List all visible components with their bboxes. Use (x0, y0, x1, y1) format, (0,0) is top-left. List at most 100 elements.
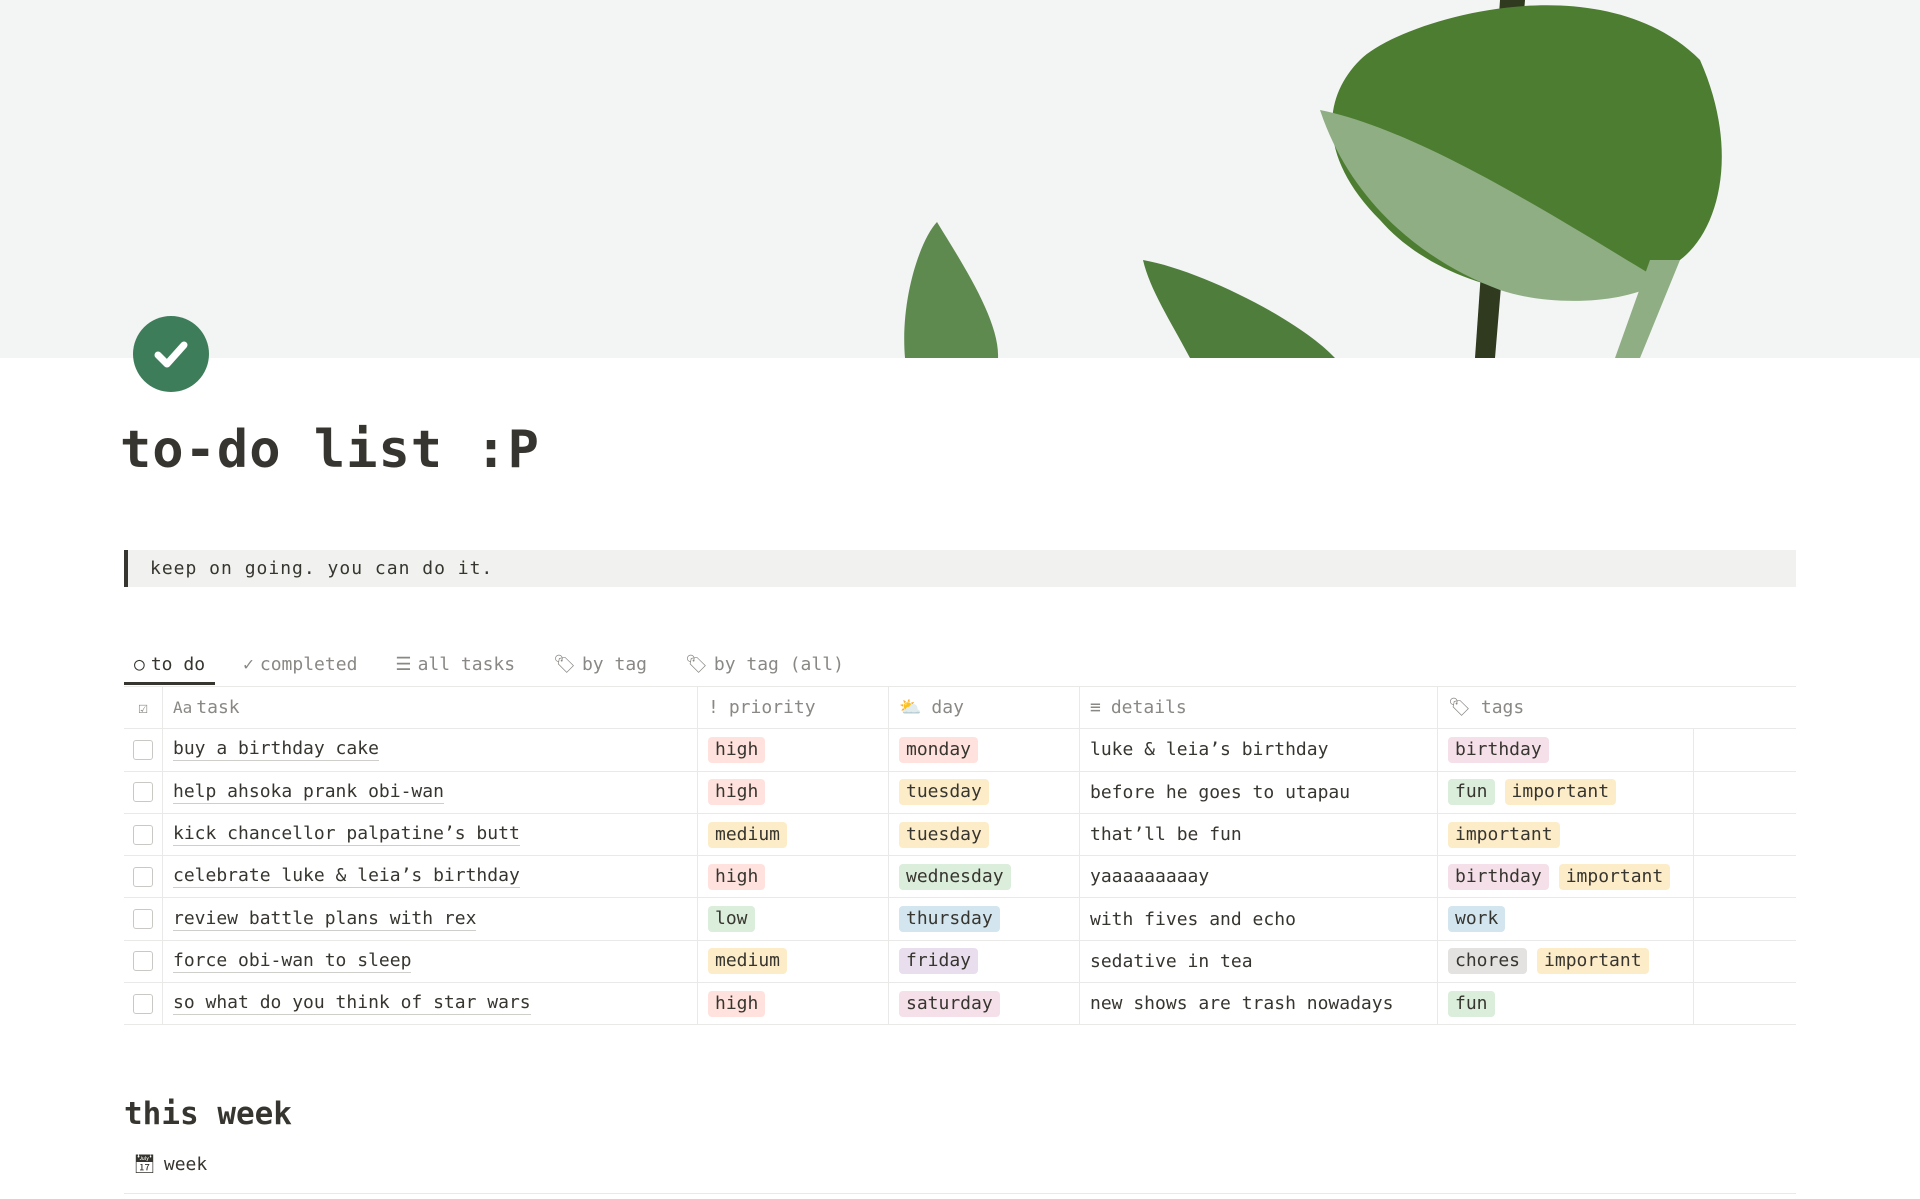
column-label: details (1110, 697, 1187, 719)
tags-cell[interactable]: birthday (1438, 729, 1694, 771)
task-cell[interactable]: kick chancellor palpatine’s butt (163, 813, 698, 856)
page-title[interactable]: to-do list :P (120, 420, 540, 480)
priority-cell[interactable]: medium (698, 940, 889, 983)
priority-cell[interactable]: high (698, 856, 889, 898)
priority-cell[interactable]: medium (698, 813, 889, 856)
empty-cell[interactable] (1694, 772, 1796, 813)
day-cell[interactable]: monday (889, 729, 1080, 771)
tab-completed[interactable]: ✓ completed (233, 645, 367, 683)
table-row[interactable]: celebrate luke & leia’s birthday high we… (124, 856, 1796, 899)
column-header-priority[interactable]: ! priority (698, 687, 889, 729)
column-label: priority (728, 697, 816, 719)
task-checkbox[interactable] (133, 993, 153, 1014)
table-row[interactable]: kick chancellor palpatine’s butt medium … (124, 813, 1796, 857)
priority-cell[interactable]: low (698, 898, 889, 940)
tags-cell[interactable]: fun (1438, 983, 1694, 1025)
check-circle-icon[interactable] (133, 316, 209, 392)
tag-pill[interactable]: chores (1448, 948, 1528, 975)
tag-pill[interactable]: fun (1448, 990, 1495, 1017)
leaf-illustration (904, 0, 1722, 358)
tab-by-tag-all[interactable]: 🏷︎ by tag (all) (675, 645, 854, 683)
day-cell[interactable]: wednesday (889, 856, 1080, 898)
table-row[interactable]: force obi-wan to sleep medium friday sed… (124, 940, 1796, 984)
task-title[interactable]: force obi-wan to sleep (173, 949, 412, 973)
row-checkbox-cell (124, 771, 163, 813)
day-pill: friday (899, 948, 979, 975)
task-title[interactable]: kick chancellor palpatine’s butt (173, 823, 520, 847)
checkbox-column-header[interactable]: ☑ (124, 687, 163, 729)
task-cell[interactable]: help ahsoka prank obi-wan (163, 771, 698, 813)
details-cell[interactable]: before he goes to utapau (1080, 771, 1438, 813)
view-tab-week[interactable]: 📅︎ week (133, 1154, 207, 1175)
tags-cell[interactable]: birthday important (1438, 856, 1694, 898)
empty-cell[interactable] (1694, 814, 1796, 855)
column-header-details[interactable]: ≡ details (1080, 687, 1438, 729)
task-checkbox[interactable] (133, 909, 153, 930)
quote-block[interactable]: keep on going. you can do it. (124, 550, 1796, 587)
tag-pill[interactable]: important (1537, 948, 1649, 975)
table-row[interactable]: help ahsoka prank obi-wan high tuesday b… (124, 771, 1796, 814)
day-cell[interactable]: friday (889, 940, 1080, 983)
tab-by-tag[interactable]: 🏷︎ by tag (543, 645, 657, 683)
task-checkbox[interactable] (133, 782, 153, 803)
tag-pill[interactable]: fun (1448, 779, 1495, 806)
empty-cell[interactable] (1694, 898, 1796, 939)
row-checkbox-cell (124, 856, 163, 898)
tags-cell[interactable]: chores important (1438, 940, 1694, 983)
column-header-tags[interactable]: 🏷︎ tags (1438, 687, 1796, 728)
task-checkbox[interactable] (133, 866, 153, 887)
tags-cell[interactable]: important (1438, 813, 1694, 856)
details-cell[interactable]: yaaaaaaaaay (1080, 856, 1438, 898)
task-cell[interactable]: celebrate luke & leia’s birthday (163, 856, 698, 898)
tag-pill[interactable]: important (1558, 863, 1671, 890)
tags-cell[interactable]: fun important (1438, 771, 1694, 813)
task-title[interactable]: celebrate luke & leia’s birthday (173, 865, 520, 889)
day-cell[interactable]: tuesday (889, 771, 1080, 813)
task-title[interactable]: buy a birthday cake (173, 738, 379, 762)
tab-to-do[interactable]: ○ to do (124, 645, 216, 685)
task-title[interactable]: help ahsoka prank obi-wan (173, 780, 444, 804)
tag-pill[interactable]: important (1448, 821, 1560, 848)
empty-cell[interactable] (1694, 983, 1796, 1024)
task-checkbox[interactable] (133, 739, 153, 760)
day-pill: thursday (899, 906, 1000, 933)
task-cell[interactable]: buy a birthday cake (163, 729, 698, 771)
empty-cell[interactable] (1694, 856, 1796, 897)
tags-cell[interactable]: work (1438, 898, 1694, 940)
tag-pill[interactable]: work (1448, 906, 1506, 933)
details-cell[interactable]: that’ll be fun (1080, 813, 1438, 856)
details-cell[interactable]: sedative in tea (1080, 940, 1438, 983)
priority-pill: medium (708, 948, 788, 975)
tag-pill[interactable]: birthday (1448, 736, 1549, 763)
empty-cell[interactable] (1694, 729, 1796, 770)
day-cell[interactable]: tuesday (889, 813, 1080, 856)
task-cell[interactable]: so what do you think of star wars (163, 983, 698, 1025)
tag-pill[interactable]: important (1504, 779, 1617, 806)
task-checkbox[interactable] (133, 824, 153, 845)
table-row[interactable]: so what do you think of star wars high s… (124, 983, 1796, 1026)
day-pill: tuesday (899, 821, 989, 848)
details-cell[interactable]: with fives and echo (1080, 898, 1438, 940)
column-header-day[interactable]: ⛅ day (889, 687, 1080, 729)
task-title[interactable]: so what do you think of star wars (173, 992, 531, 1016)
tab-all-tasks[interactable]: ☰ all tasks (385, 645, 525, 683)
empty-cell[interactable] (1694, 941, 1796, 982)
tag-pill[interactable]: birthday (1448, 863, 1549, 890)
priority-cell[interactable]: high (698, 771, 889, 813)
column-header-task[interactable]: Aa task (163, 687, 698, 729)
task-cell[interactable]: review battle plans with rex (163, 898, 698, 940)
day-cell[interactable]: thursday (889, 898, 1080, 940)
priority-cell[interactable]: high (698, 729, 889, 771)
details-cell[interactable]: luke & leia’s birthday (1080, 729, 1438, 771)
exclamation-icon: ! (708, 697, 719, 719)
priority-pill: high (708, 736, 766, 763)
task-checkbox[interactable] (133, 951, 153, 972)
table-row[interactable]: review battle plans with rex low thursda… (124, 898, 1796, 941)
task-title[interactable]: review battle plans with rex (173, 907, 477, 931)
day-cell[interactable]: saturday (889, 983, 1080, 1025)
priority-cell[interactable]: high (698, 983, 889, 1025)
details-cell[interactable]: new shows are trash nowadays (1080, 983, 1438, 1025)
table-row[interactable]: buy a birthday cake high monday luke & l… (124, 729, 1796, 772)
task-cell[interactable]: force obi-wan to sleep (163, 940, 698, 983)
column-label: task (196, 697, 240, 719)
